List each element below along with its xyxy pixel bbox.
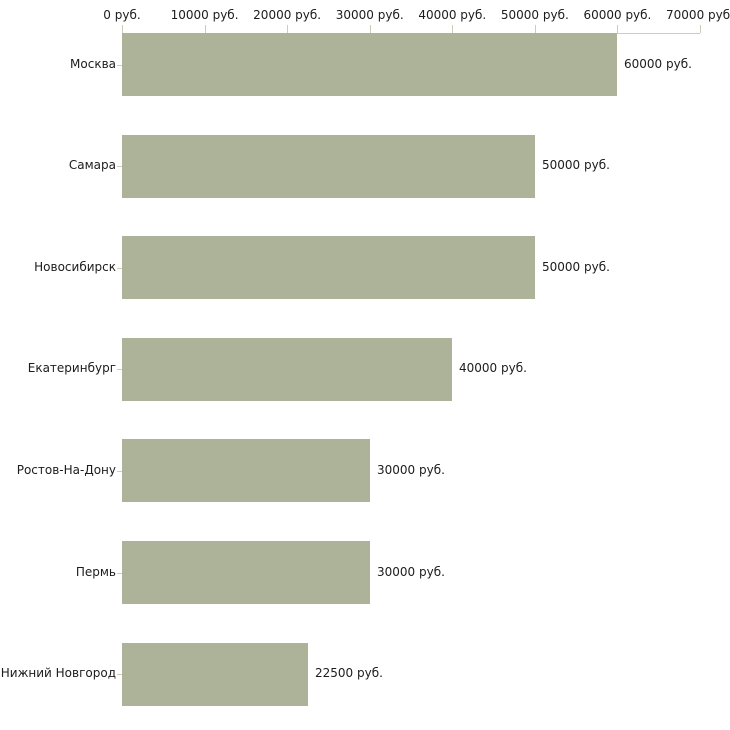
bar-7 [122,643,308,706]
bar-3 [122,236,535,299]
x-axis-tick-label: 50000 руб. [500,8,569,22]
x-axis-tick-mark [287,25,288,33]
x-axis-tick-label: 20000 руб. [253,8,322,22]
x-axis-tick-mark [700,25,701,33]
bar-value-label: 40000 руб. [459,361,527,375]
category-label: Москва [70,57,116,71]
bar-value-label: 50000 руб. [542,260,610,274]
category-tick-mark [117,166,122,167]
bar-value-label: 60000 руб. [624,57,692,71]
x-axis-tick-label: 70000 руб. [666,8,730,22]
bar-value-label: 50000 руб. [542,158,610,172]
category-tick-mark [117,268,122,269]
category-tick-mark [117,65,122,66]
x-axis-tick-mark [452,25,453,33]
x-axis-tick-mark [370,25,371,33]
category-tick-mark [117,573,122,574]
x-axis-tick-label: 30000 руб. [335,8,404,22]
bar-value-label: 30000 руб. [377,463,445,477]
category-label: Новосибирск [34,260,116,274]
x-axis-tick-label: 0 руб. [103,8,141,22]
category-label: Самара [68,158,116,172]
category-label: Екатеринбург [27,361,116,375]
bar-6 [122,541,370,604]
x-axis-tick-mark [205,25,206,33]
x-axis-tick-label: 60000 руб. [583,8,652,22]
bar-value-label: 22500 руб. [315,666,383,680]
category-tick-mark [117,369,122,370]
category-tick-mark [117,674,122,675]
category-label: Ростов-На-Дону [16,463,116,477]
category-label: Пермь [75,565,116,579]
bar-4 [122,338,452,401]
x-axis-tick-mark [535,25,536,33]
category-label: Нижний Новгород [0,666,116,680]
x-axis-tick-label: 40000 руб. [418,8,487,22]
x-axis-tick-mark [122,25,123,33]
bar-5 [122,439,370,502]
bar-2 [122,135,535,198]
category-tick-mark [117,471,122,472]
bar-1 [122,33,617,96]
bar-value-label: 30000 руб. [377,565,445,579]
x-axis-tick-label: 10000 руб. [170,8,239,22]
x-axis-tick-mark [617,25,618,33]
